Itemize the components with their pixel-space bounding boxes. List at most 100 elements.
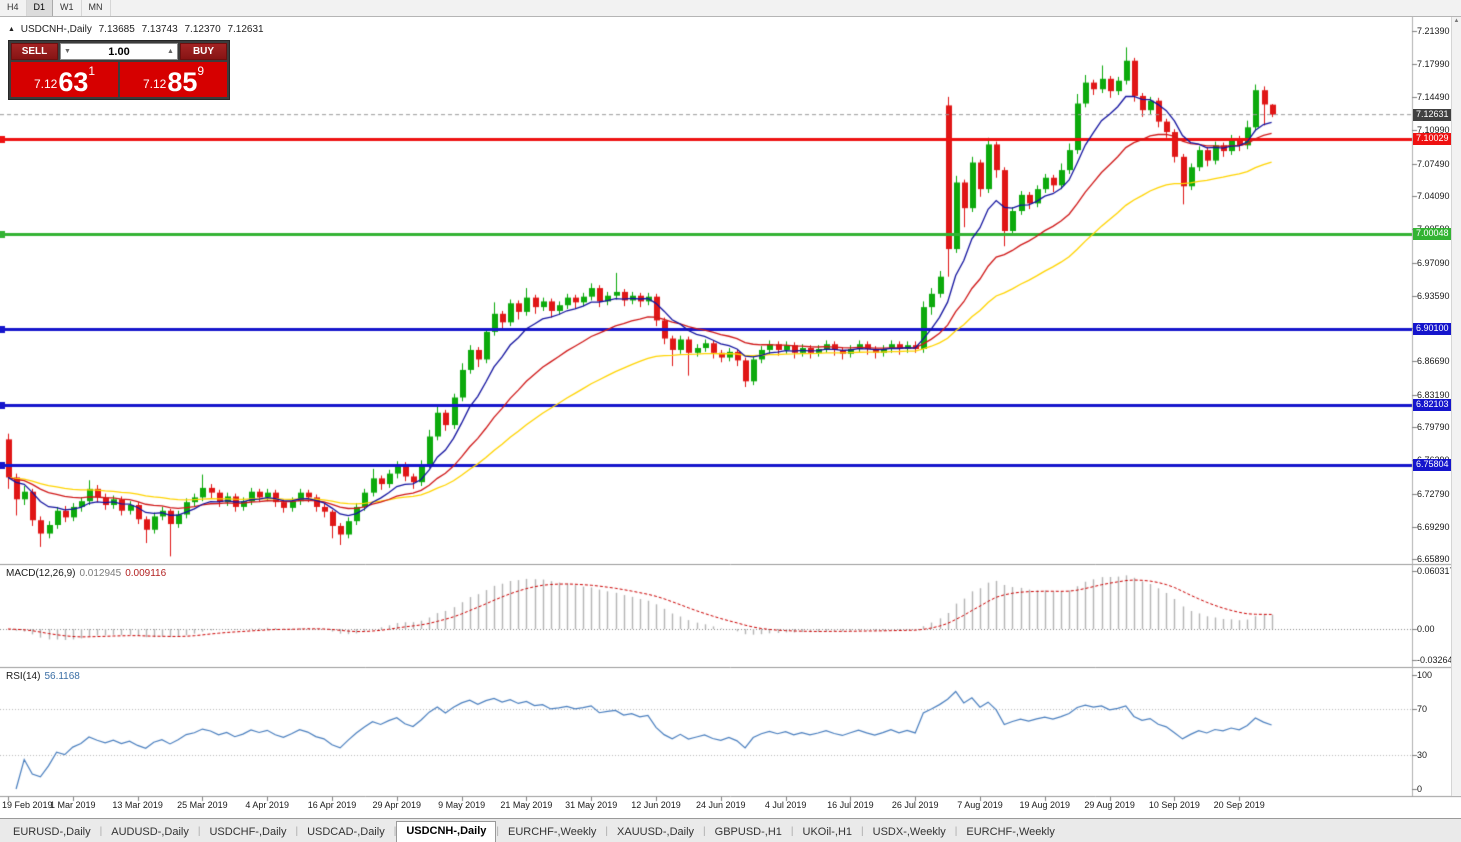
volume-increase-icon[interactable]: ▲ <box>167 48 174 55</box>
one-click-trading-panel: SELL ▼ 1.00 ▲ BUY 7.12 63 1 7.12 85 9 <box>8 40 230 100</box>
macd-signal-value: 0.009116 <box>125 568 167 579</box>
time-axis-label: 31 May 2019 <box>565 800 618 810</box>
chart-tab-1[interactable]: AUDUSD-,Daily <box>111 826 189 838</box>
chart-tab-8[interactable]: UKOil-,H1 <box>802 826 853 838</box>
time-axis-label: 16 Apr 2019 <box>307 800 357 810</box>
sell-price-button[interactable]: 7.12 63 1 <box>11 62 118 97</box>
rsi-axis-tick: 30 <box>1417 749 1428 760</box>
time-axis-label: 13 Mar 2019 <box>112 800 163 810</box>
price-axis-tick: 7.14490 <box>1417 91 1450 102</box>
current-price-label: 7.12631 <box>1413 108 1452 121</box>
level-price-label: 6.90100 <box>1413 323 1452 335</box>
chart-tab-5[interactable]: EURCHF-,Weekly <box>508 826 597 838</box>
macd-label: MACD(12,26,9) 0.012945 0.009116 <box>6 568 170 579</box>
price-axis-tick: 7.21390 <box>1417 26 1450 37</box>
time-axis-label: 19 Aug 2019 <box>1019 800 1071 810</box>
timeframe-button-mn[interactable]: MN <box>82 0 111 16</box>
tab-separator: | <box>99 826 103 837</box>
bid-price-pip: 1 <box>88 64 96 78</box>
price-axis-tick: 6.83190 <box>1417 389 1450 400</box>
macd-name: MACD(12,26,9) <box>6 568 76 579</box>
ask-price-pip: 9 <box>197 64 205 78</box>
time-axis-label: 4 Jul 2019 <box>764 800 807 810</box>
collapse-panel-icon[interactable]: ▲ <box>8 26 15 33</box>
volume-stepper[interactable]: ▼ 1.00 ▲ <box>60 43 178 60</box>
ohlc-low: 7.12370 <box>184 24 221 35</box>
chart-tab-7[interactable]: GBPUSD-,H1 <box>714 826 782 838</box>
chart-tab-bar: EURUSD-,Daily | AUDUSD-,Daily | USDCHF-,Dail… <box>0 818 1461 842</box>
time-axis-label: 1 Mar 2019 <box>50 800 96 810</box>
chart-tab-0[interactable]: EURUSD-,Daily <box>13 826 91 838</box>
price-axis-tick: 6.93590 <box>1417 290 1450 301</box>
rsi-axis-tick: 0 <box>1417 784 1423 794</box>
price-axis: 7.12631 7.21390 7.17990 7.14490 7.10990 7.07… <box>1413 0 1461 842</box>
tab-separator: | <box>295 826 299 837</box>
time-axis-label: 20 Sep 2019 <box>1213 800 1265 810</box>
level-price-label: 7.00048 <box>1413 228 1452 241</box>
chart-tab-4[interactable]: USDCNH-,Daily <box>396 821 497 842</box>
time-axis-label: 26 Jul 2019 <box>891 800 939 810</box>
chart-tab-3[interactable]: USDCAD-,Daily <box>307 826 385 838</box>
chart-symbol-header: ▲ USDCNH-,Daily 7.13685 7.13743 7.12370 … <box>8 24 268 35</box>
vertical-scrollbar[interactable]: ▲ <box>1451 16 1461 796</box>
macd-axis-tick: 0.00 <box>1417 624 1435 634</box>
time-axis-label: 21 May 2019 <box>500 800 553 810</box>
ohlc-high: 7.13743 <box>141 24 178 35</box>
time-axis-label: 24 Jun 2019 <box>696 800 746 810</box>
time-axis: 19 Feb 2019 1 Mar 2019 13 Mar 2019 25 Mar 2… <box>0 800 1412 816</box>
timeframe-button-w1[interactable]: W1 <box>53 0 82 16</box>
rsi-axis-tick: 100 <box>1417 670 1433 680</box>
tab-separator: | <box>496 826 499 837</box>
time-axis-label: 7 Aug 2019 <box>957 800 1003 810</box>
time-axis-label: 29 Aug 2019 <box>1084 800 1135 810</box>
chart-tab-10[interactable]: EURCHF-,Weekly <box>966 826 1055 838</box>
chart-tab-6[interactable]: XAUUSD-,Daily <box>617 826 695 838</box>
tab-separator: | <box>861 826 864 837</box>
ask-price-prefix: 7.12 <box>142 77 167 91</box>
level-price-label: 6.82103 <box>1413 399 1452 412</box>
symbol-name: USDCNH-,Daily <box>20 24 92 35</box>
chart-tab-9[interactable]: USDX-,Weekly <box>872 826 946 838</box>
time-axis-label: 16 Jul 2019 <box>827 800 874 810</box>
timeframe-button-d1[interactable]: D1 <box>26 0 54 16</box>
price-axis-tick: 7.17990 <box>1417 58 1450 69</box>
rsi-label: RSI(14) 56.1168 <box>6 671 84 682</box>
sell-button[interactable]: SELL <box>11 43 58 60</box>
bid-price-prefix: 7.12 <box>33 77 58 91</box>
timeframe-button-h4[interactable]: H4 <box>0 0 27 16</box>
scroll-up-icon[interactable]: ▲ <box>1453 18 1460 24</box>
price-axis-tick: 6.86690 <box>1417 356 1450 367</box>
buy-button[interactable]: BUY <box>180 43 227 60</box>
chart-tabs: EURUSD-,Daily | AUDUSD-,Daily | USDCHF-,Dail… <box>0 819 1461 842</box>
ohlc-open: 7.13685 <box>98 24 135 35</box>
rsi-name: RSI(14) <box>6 671 41 682</box>
tab-separator: | <box>393 826 397 837</box>
timeframe-button-group: H4 D1 W1 MN <box>0 0 111 16</box>
level-price-label: 7.10029 <box>1413 133 1452 146</box>
price-axis-tick: 6.79790 <box>1417 422 1450 433</box>
price-axis-tick: 6.72790 <box>1417 488 1450 499</box>
tab-separator: | <box>790 826 794 837</box>
chart-tab-2[interactable]: USDCHF-,Daily <box>209 826 287 838</box>
timeframe-toolbar: H4 D1 W1 MN <box>0 0 1461 17</box>
time-axis-label: 29 Apr 2019 <box>372 800 422 810</box>
price-axis-tick: 6.65890 <box>1417 554 1450 565</box>
ohlc-close: 7.12631 <box>227 24 264 35</box>
tab-separator: | <box>197 826 201 837</box>
macd-main-value: 0.012945 <box>79 568 122 579</box>
volume-decrease-icon[interactable]: ▼ <box>64 48 71 55</box>
time-axis-label: 25 Mar 2019 <box>177 800 228 810</box>
time-axis-label: 4 Apr 2019 <box>245 800 289 810</box>
price-axis-tick: 6.69290 <box>1417 521 1450 532</box>
buy-price-button[interactable]: 7.12 85 9 <box>120 62 227 97</box>
time-axis-label: 10 Sep 2019 <box>1148 800 1200 810</box>
time-axis-label: 9 May 2019 <box>438 800 486 810</box>
rsi-value: 56.1168 <box>44 671 80 682</box>
price-axis-tick: 7.07490 <box>1417 158 1450 169</box>
time-axis-label: 12 Jun 2019 <box>631 800 681 810</box>
macd-axis-tick: 0.060317 <box>1417 566 1455 577</box>
time-axis-label: 19 Feb 2019 <box>2 800 53 810</box>
price-axis-tick: 6.97090 <box>1417 257 1450 268</box>
